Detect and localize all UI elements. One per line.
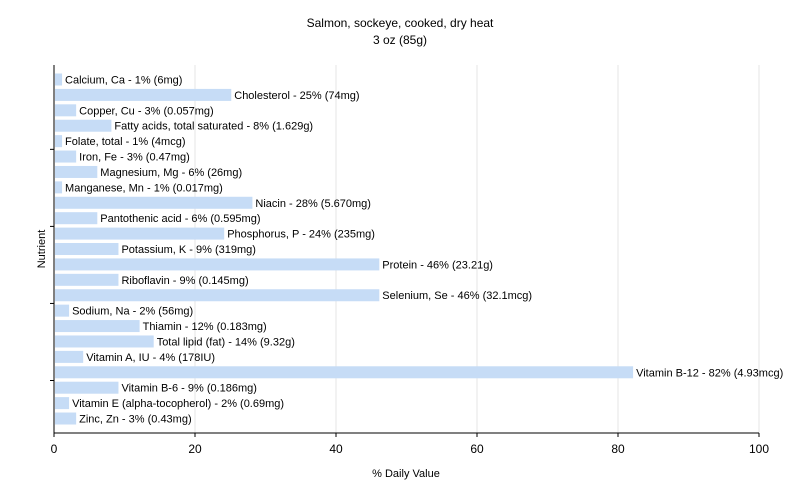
bar (55, 196, 253, 209)
bar (55, 119, 112, 132)
chart-subtitle: 3 oz (85g) (373, 33, 427, 47)
bar-label: Potassium, K - 9% (319mg) (121, 244, 256, 256)
bar (55, 212, 98, 225)
bar (55, 104, 77, 117)
bar (55, 289, 380, 302)
bar (55, 181, 63, 194)
bar-label: Selenium, Se - 46% (32.1mcg) (382, 290, 532, 302)
bar (55, 304, 70, 317)
bar-label: Folate, total - 1% (4mcg) (65, 136, 185, 148)
x-axis-label: % Daily Value (372, 468, 440, 480)
bar-label: Protein - 46% (23.21g) (382, 259, 493, 271)
bar (55, 397, 70, 410)
x-tick-label: 100 (749, 442, 769, 456)
bar-label: Magnesium, Mg - 6% (26mg) (100, 167, 242, 179)
bar (55, 273, 119, 286)
bar-label: Manganese, Mn - 1% (0.017mg) (65, 182, 223, 194)
bar-label: Vitamin B-12 - 82% (4.93mcg) (636, 367, 783, 379)
bar (55, 88, 232, 101)
bar-label: Iron, Fe - 3% (0.47mg) (79, 152, 190, 164)
bar (55, 73, 63, 86)
bars: Calcium, Ca - 1% (6mg) Cholesterol - 25% … (55, 73, 783, 426)
bar-label: Vitamin B-6 - 9% (0.186mg) (121, 383, 257, 395)
bar (55, 350, 84, 363)
bar (55, 258, 380, 271)
x-tick-labels: 0 20 40 60 80 100 (51, 442, 770, 456)
bar (55, 135, 63, 148)
bar-label: Calcium, Ca - 1% (6mg) (65, 75, 182, 87)
x-tick-label: 60 (470, 442, 484, 456)
bar (55, 320, 140, 333)
bar-label: Pantothenic acid - 6% (0.595mg) (100, 213, 260, 225)
axes (53, 65, 759, 434)
bar (55, 243, 119, 256)
x-tick-label: 0 (51, 442, 58, 456)
bar-label: Copper, Cu - 3% (0.057mg) (79, 105, 214, 117)
bar (55, 335, 154, 348)
bar-label: Fatty acids, total saturated - 8% (1.629… (114, 121, 313, 133)
bar-label: Total lipid (fat) - 14% (9.32g) (157, 336, 295, 348)
bar-label: Niacin - 28% (5.670mg) (255, 198, 371, 210)
bar (55, 412, 77, 425)
chart-title: Salmon, sockeye, cooked, dry heat (307, 16, 494, 30)
bar (55, 150, 77, 163)
bar (55, 227, 225, 240)
y-axis-label: Nutrient (36, 230, 48, 269)
x-tick-label: 40 (329, 442, 343, 456)
x-tick-label: 80 (611, 442, 625, 456)
bar-label: Cholesterol - 25% (74mg) (234, 90, 359, 102)
bar-label: Zinc, Zn - 3% (0.43mg) (79, 414, 191, 426)
x-tick-label: 20 (188, 442, 202, 456)
bar-label: Vitamin A, IU - 4% (178IU) (86, 352, 215, 364)
bar-label: Riboflavin - 9% (0.145mg) (121, 275, 248, 287)
bar (55, 366, 634, 379)
bar-label: Phosphorus, P - 24% (235mg) (227, 229, 375, 241)
bar-label: Vitamin E (alpha-tocopherol) - 2% (0.69m… (72, 398, 284, 410)
bar (55, 381, 119, 394)
bar-label: Sodium, Na - 2% (56mg) (72, 306, 193, 318)
bar-label: Thiamin - 12% (0.183mg) (143, 321, 267, 333)
bar (55, 165, 98, 178)
